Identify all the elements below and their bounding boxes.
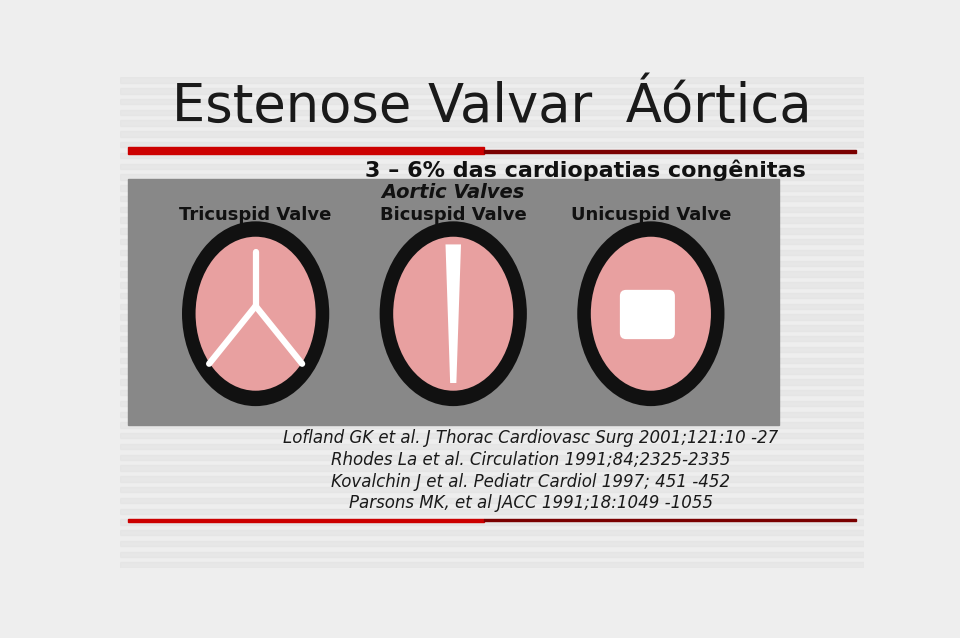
Bar (128, 147, 484, 154)
Text: Aortic Valves: Aortic Valves (381, 183, 525, 202)
Bar (120, 433, 864, 438)
Text: Bicuspid Valve: Bicuspid Valve (380, 206, 527, 224)
Bar (120, 282, 864, 288)
Bar (120, 358, 864, 363)
Ellipse shape (394, 237, 514, 390)
Bar (120, 487, 864, 493)
Bar (120, 250, 864, 255)
Bar (120, 412, 864, 417)
Bar (120, 152, 864, 158)
Bar (120, 552, 864, 557)
Ellipse shape (379, 221, 527, 406)
Polygon shape (445, 244, 461, 383)
Bar (120, 142, 864, 147)
Bar (120, 77, 864, 83)
Bar (120, 293, 864, 299)
Bar (120, 260, 864, 266)
Bar (120, 131, 864, 137)
Bar (120, 563, 864, 568)
Bar (120, 530, 864, 535)
Bar (120, 207, 864, 212)
Bar (120, 196, 864, 202)
Ellipse shape (196, 237, 316, 390)
Bar (120, 163, 864, 169)
Bar (120, 465, 864, 471)
Bar (120, 121, 864, 126)
Text: Parsons MK, et al JACC 1991;18:1049 -1055: Parsons MK, et al JACC 1991;18:1049 -105… (348, 494, 713, 512)
Bar (120, 239, 864, 244)
Text: Unicuspid Valve: Unicuspid Valve (570, 206, 732, 224)
Bar (120, 110, 864, 115)
Bar (120, 519, 864, 524)
Bar (120, 508, 864, 514)
Bar (120, 401, 864, 406)
Bar (120, 228, 864, 234)
Ellipse shape (590, 237, 711, 390)
Bar (120, 325, 864, 330)
Bar (120, 455, 864, 460)
Bar (120, 99, 864, 104)
Bar (120, 185, 864, 191)
Bar (128, 179, 779, 426)
Bar (120, 422, 864, 427)
Bar (120, 476, 864, 482)
Text: Tricuspid Valve: Tricuspid Valve (180, 206, 332, 224)
Bar (120, 218, 864, 223)
Text: Kovalchin J et al. Pediatr Cardiol 1997; 451 -452: Kovalchin J et al. Pediatr Cardiol 1997;… (331, 473, 731, 491)
Bar (120, 347, 864, 352)
Bar (128, 519, 484, 522)
Bar (484, 519, 856, 521)
Bar (120, 304, 864, 309)
FancyBboxPatch shape (620, 290, 675, 339)
Text: Rhodes La et al. Circulation 1991;84;2325-2335: Rhodes La et al. Circulation 1991;84;232… (331, 451, 731, 469)
Bar (120, 336, 864, 341)
Ellipse shape (182, 221, 329, 406)
Bar (120, 379, 864, 385)
Bar (120, 315, 864, 320)
Text: Lofland GK et al. J Thorac Cardiovasc Surg 2001;121:10 -27: Lofland GK et al. J Thorac Cardiovasc Su… (283, 429, 779, 447)
Bar (120, 271, 864, 277)
Bar (120, 368, 864, 374)
Bar (484, 150, 856, 152)
Bar (120, 88, 864, 94)
Text: Estenose Valvar  Áórtica: Estenose Valvar Áórtica (172, 82, 812, 133)
Text: 3 – 6% das cardiopatias congênitas: 3 – 6% das cardiopatias congênitas (365, 160, 805, 181)
Ellipse shape (577, 221, 725, 406)
Bar (120, 541, 864, 546)
Bar (120, 390, 864, 396)
Bar (120, 444, 864, 449)
Bar (120, 498, 864, 503)
Bar (120, 174, 864, 180)
